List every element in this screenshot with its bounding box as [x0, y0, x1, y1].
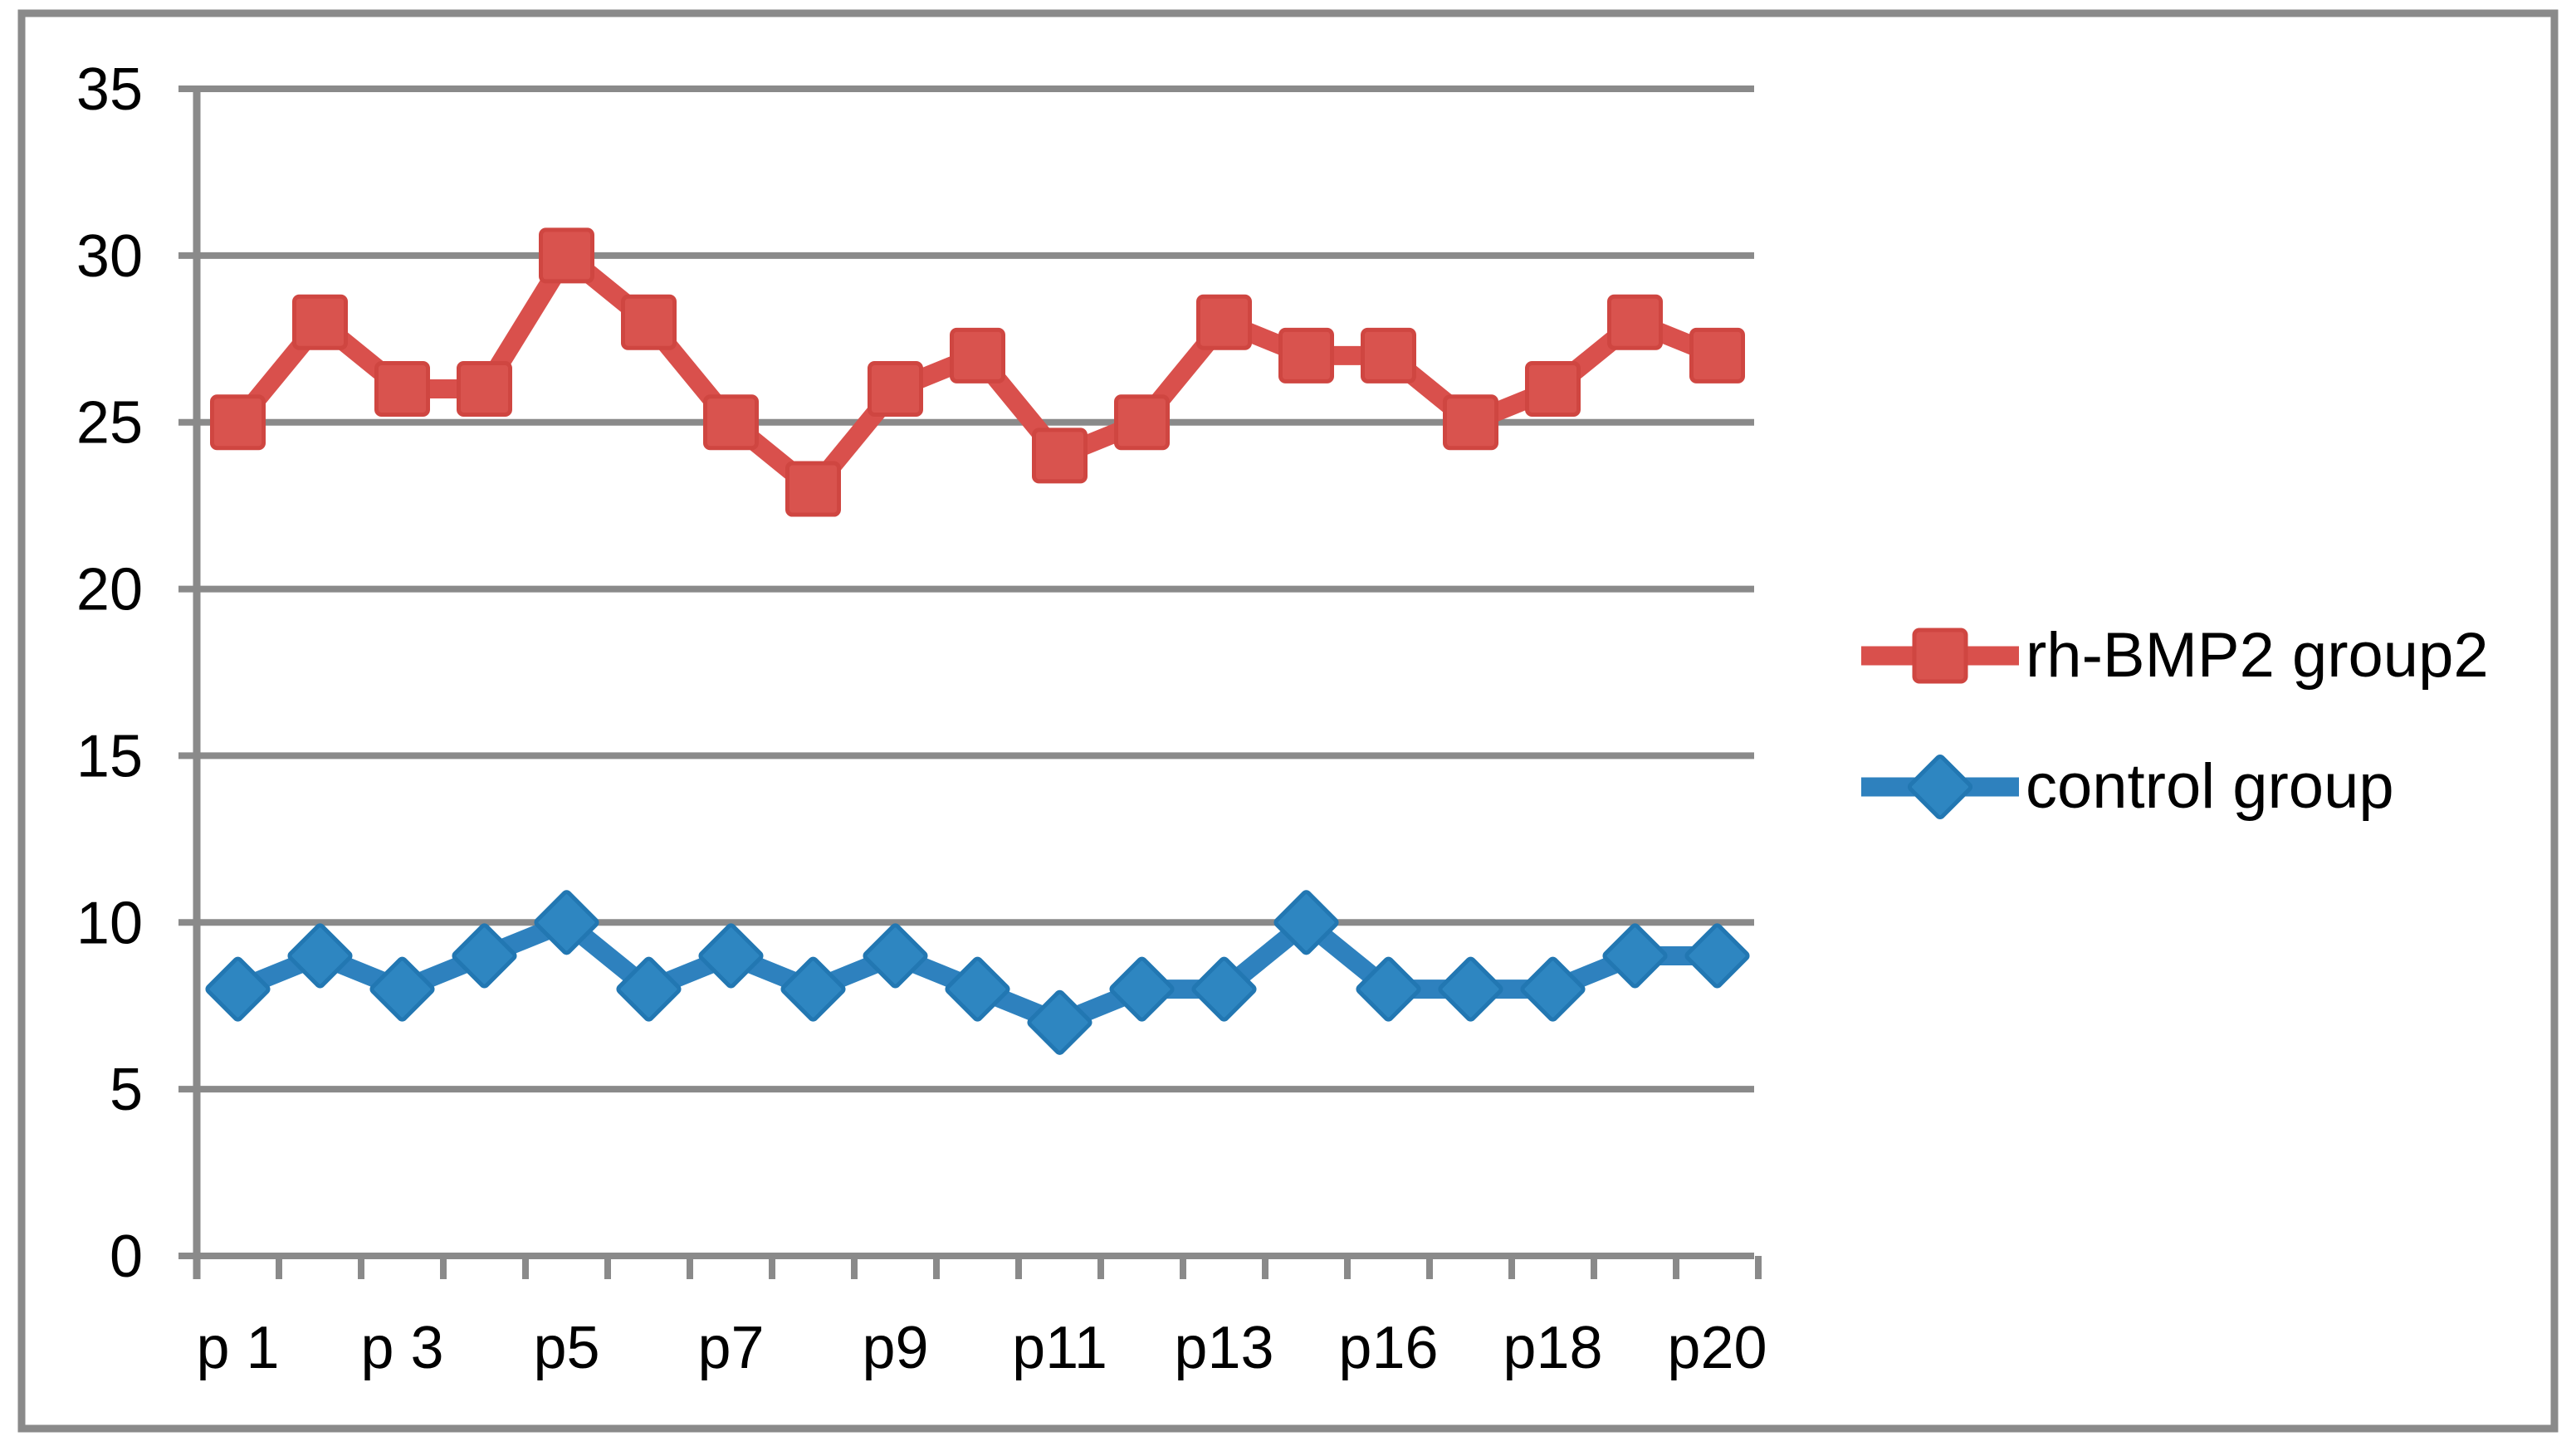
series-marker-diamond-control-group	[698, 923, 764, 989]
series-marker-square-rh-bmp2-group2	[1443, 394, 1498, 451]
legend-diamond-marker-icon	[1861, 754, 2019, 820]
y-axis-label-35: 35	[76, 56, 143, 123]
series-marker-square-rh-bmp2-group2	[1525, 361, 1581, 418]
series-marker-diamond-control-group	[534, 890, 599, 955]
x-axis-label-p16: p16	[1338, 1315, 1438, 1381]
series-marker-square-rh-bmp2-group2	[1278, 327, 1334, 383]
x-axis-label-p13: p13	[1174, 1315, 1273, 1381]
series-marker-square-rh-bmp2-group2	[868, 361, 923, 418]
y-axis-label-25: 25	[76, 390, 143, 457]
series-marker-diamond-control-group	[1520, 956, 1586, 1022]
series-marker-square-rh-bmp2-group2	[1607, 294, 1663, 350]
series-marker-diamond-control-group	[1027, 989, 1092, 1055]
series-marker-diamond-control-group	[1602, 923, 1668, 989]
series-marker-square-rh-bmp2-group2	[1689, 327, 1745, 383]
series-marker-diamond-control-group	[1684, 923, 1750, 989]
x-axis-label-p9: p9	[862, 1315, 928, 1381]
series-marker-diamond-control-group	[780, 956, 846, 1022]
series-marker-diamond-control-group	[1356, 956, 1421, 1022]
series-marker-square-rh-bmp2-group2	[1196, 294, 1252, 350]
series-marker-square-rh-bmp2-group2	[950, 327, 1005, 383]
y-axis-label-10: 10	[76, 890, 143, 956]
chart-outer-border	[17, 9, 2559, 1433]
y-axis-label-5: 5	[110, 1057, 143, 1123]
y-axis-label-30: 30	[76, 223, 143, 290]
series-marker-diamond-control-group	[452, 923, 517, 989]
x-axis-label-p7: p7	[697, 1315, 764, 1381]
x-axis-label-p11: p11	[1012, 1315, 1107, 1381]
series-marker-diamond-control-group	[1109, 956, 1175, 1022]
series-marker-diamond-control-group	[945, 956, 1010, 1022]
series-marker-square-rh-bmp2-group2	[1114, 394, 1170, 451]
x-axis-label-p18: p18	[1503, 1315, 1602, 1381]
x-axis-label-p1: p 1	[196, 1315, 279, 1381]
y-axis-label-20: 20	[76, 557, 143, 623]
legend-label-rh-bmp2-group2: rh-BMP2 group2	[2026, 620, 2489, 691]
series-marker-square-rh-bmp2-group2	[703, 394, 759, 451]
series-marker-square-rh-bmp2-group2	[292, 294, 348, 350]
series-marker-square-rh-bmp2-group2	[1032, 427, 1088, 484]
series-marker-diamond-control-group	[1438, 956, 1503, 1022]
series-marker-square-rh-bmp2-group2	[1361, 327, 1416, 383]
series-marker-square-rh-bmp2-group2	[374, 361, 430, 418]
legend-label-control-group: control group	[2026, 751, 2394, 822]
series-marker-diamond-control-group	[1191, 956, 1257, 1022]
y-axis-label-0: 0	[110, 1224, 143, 1290]
series-marker-diamond-control-group	[287, 923, 353, 989]
series-marker-diamond-control-group	[205, 956, 271, 1022]
legend-square-marker-icon	[1861, 628, 2019, 684]
y-axis-label-15: 15	[76, 723, 143, 789]
series-marker-diamond-control-group	[863, 923, 928, 989]
chart-legend: rh-BMP2 group2 control group	[1861, 620, 2489, 887]
series-marker-square-rh-bmp2-group2	[539, 227, 594, 284]
series-marker-square-rh-bmp2-group2	[621, 294, 677, 350]
legend-item-control-group: control group	[1861, 751, 2489, 822]
series-marker-diamond-control-group	[1273, 890, 1339, 955]
x-axis-label-p20: p20	[1667, 1315, 1767, 1381]
series-marker-square-rh-bmp2-group2	[210, 394, 266, 451]
series-marker-square-rh-bmp2-group2	[785, 461, 841, 517]
legend-item-rh-bmp2-group2: rh-BMP2 group2	[1861, 620, 2489, 691]
series-marker-diamond-control-group	[616, 956, 682, 1022]
x-axis-label-p5: p5	[533, 1315, 599, 1381]
x-axis-label-p3: p 3	[360, 1315, 443, 1381]
series-marker-square-rh-bmp2-group2	[457, 361, 512, 418]
series-marker-diamond-control-group	[369, 956, 435, 1022]
